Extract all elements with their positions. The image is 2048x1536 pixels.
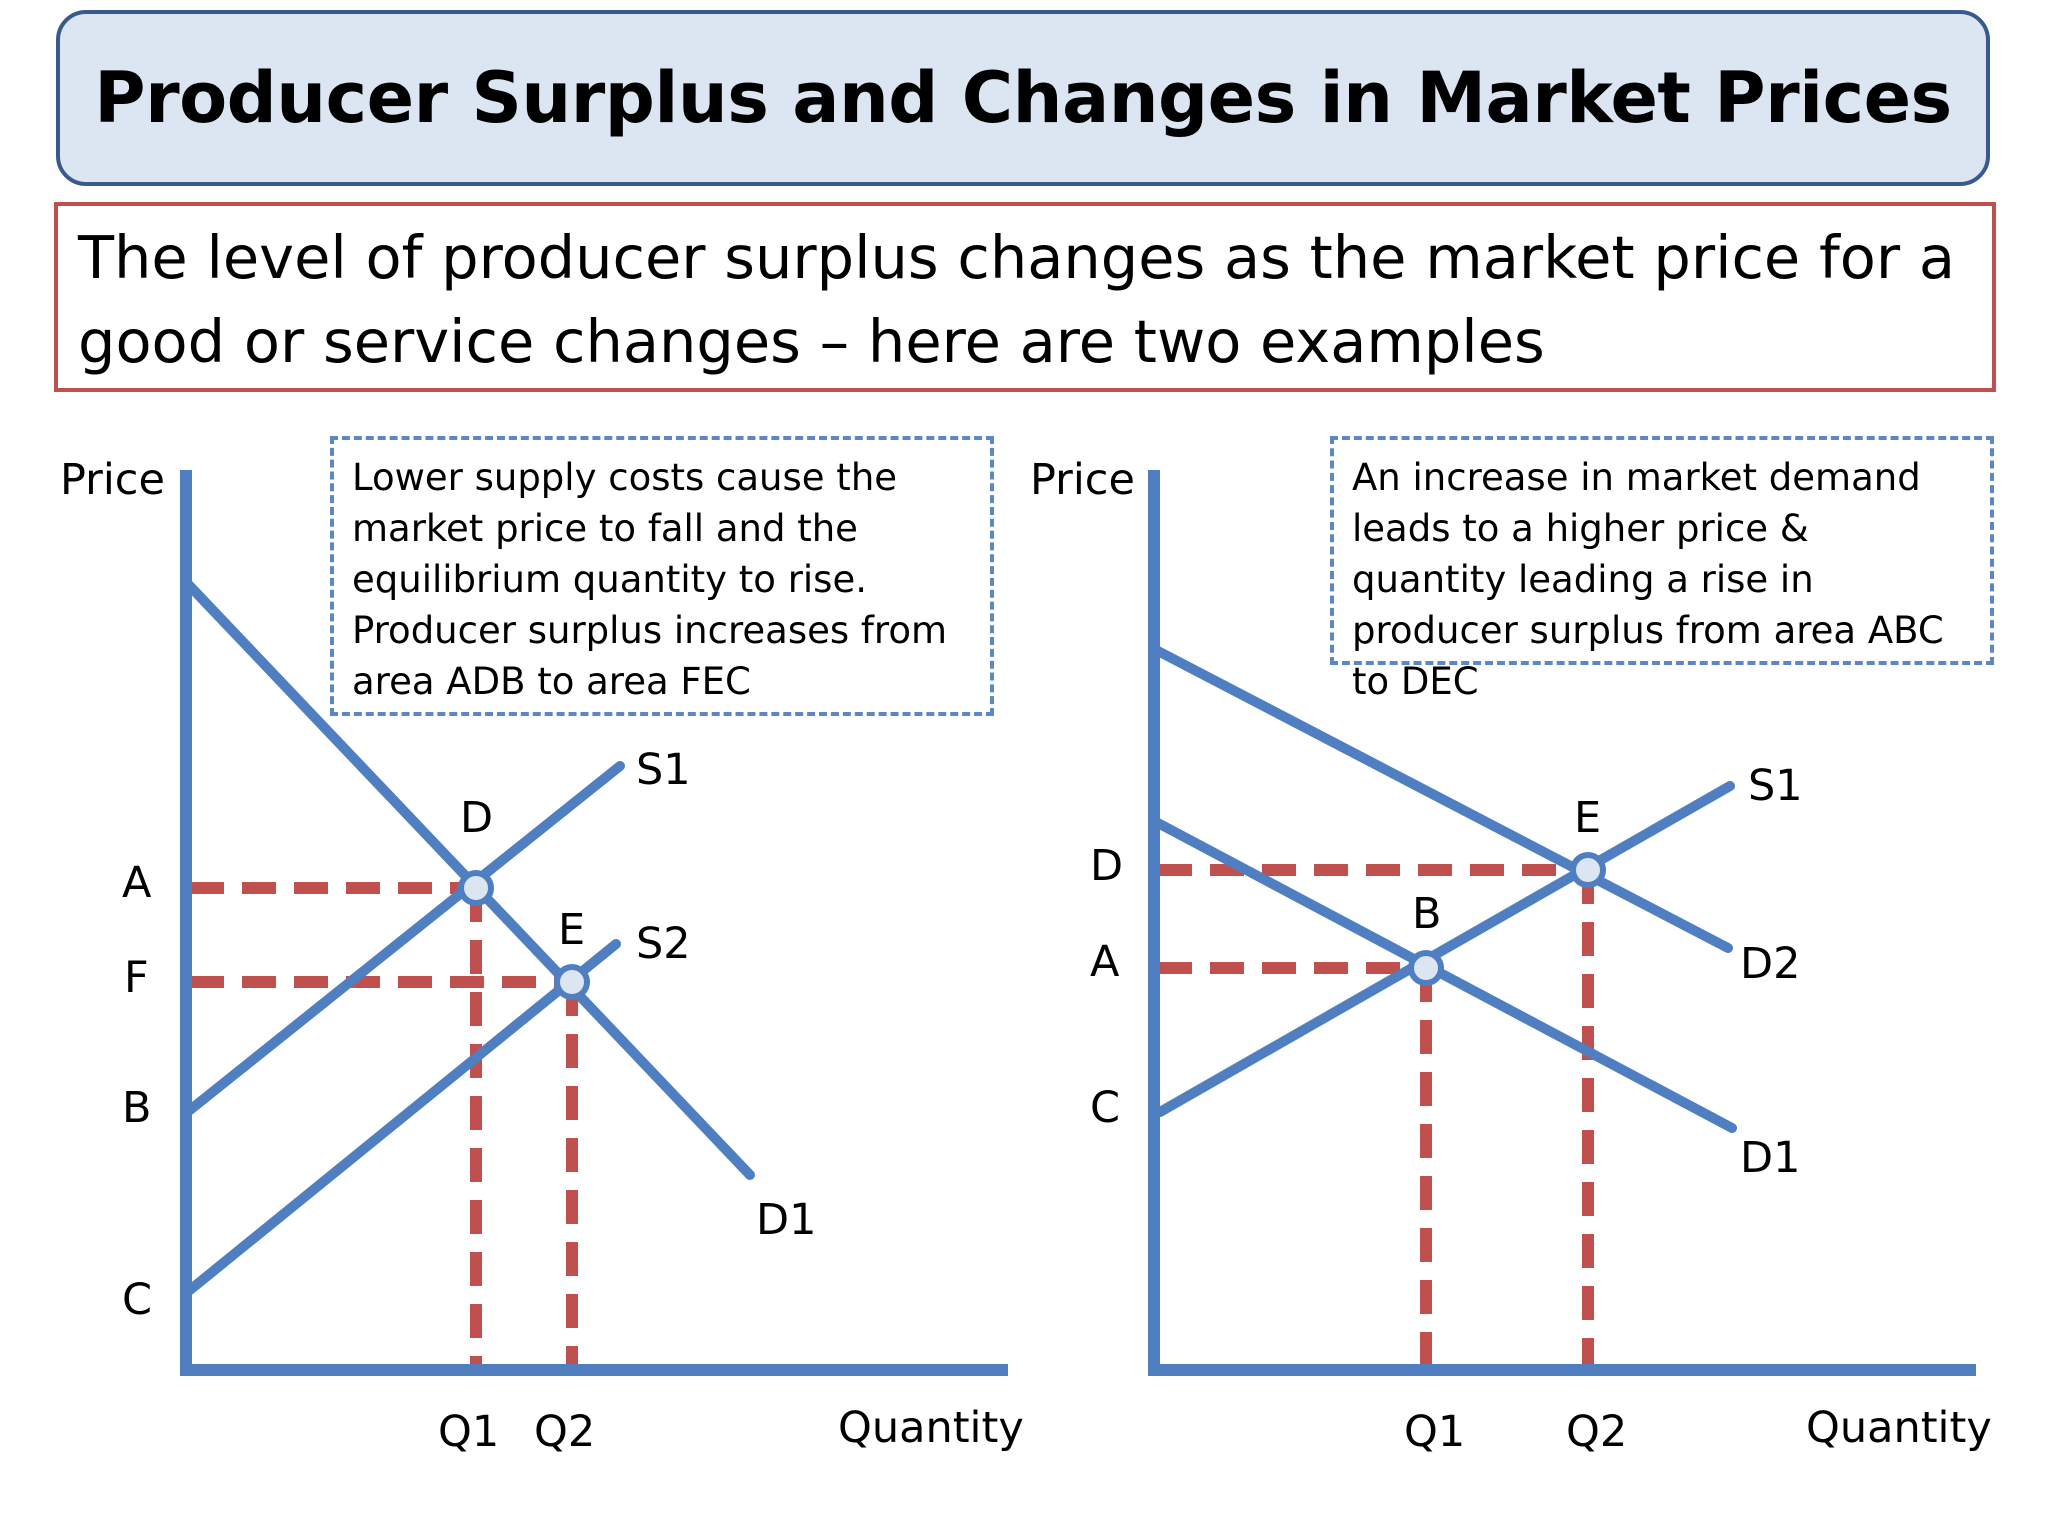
subtitle-text: The level of producer surplus changes as… (78, 223, 1955, 376)
left-point-label-e: E (558, 905, 585, 955)
right-price-label-a: A (1090, 937, 1120, 987)
right-explanation-note: An increase in market demand leads to a … (1330, 436, 1994, 703)
right-quantity-label-q1: Q1 (1404, 1407, 1465, 1457)
left-price-label-c: C (122, 1275, 152, 1325)
right-equilibrium-b-marker (1408, 950, 1444, 986)
left-curve-label-s1: S1 (636, 745, 691, 795)
left-point-label-d: D (460, 793, 493, 843)
left-price-label-f: F (124, 953, 149, 1003)
left-quantity-label-q1: Q1 (438, 1407, 499, 1457)
right-price-label-c: C (1090, 1083, 1120, 1133)
left-curve-label-d1: D1 (756, 1195, 816, 1245)
right-y-axis-label: Price (1030, 455, 1135, 505)
left-price-label-b: B (122, 1083, 152, 1133)
right-curve-label-d2: D2 (1740, 939, 1800, 989)
right-point-label-e: E (1574, 793, 1601, 843)
title-banner: Producer Surplus and Changes in Market P… (56, 10, 1990, 186)
left-x-axis-label: Quantity (838, 1403, 1024, 1453)
right-demand-curve-d1 (1151, 817, 1737, 1133)
right-supply-curve-s1 (1155, 781, 1735, 1117)
left-curve-label-s2: S2 (636, 919, 691, 969)
right-demand-curve-d2 (1151, 645, 1733, 953)
left-price-label-a: A (122, 858, 152, 908)
right-x-axis-label: Quantity (1806, 1403, 1992, 1453)
page-title: Producer Surplus and Changes in Market P… (94, 57, 1952, 139)
left-diagram: Price Quantity A F B C Q1 Q2 S1 S2 D1 D … (60, 455, 1024, 1457)
left-supply-curve-s2 (185, 939, 621, 1295)
right-diagram: Price Quantity D A C Q1 Q2 S1 D2 D1 B E (1030, 455, 1992, 1457)
right-equilibrium-e-marker (1570, 852, 1606, 888)
right-curve-label-d1: D1 (1740, 1133, 1800, 1183)
left-y-axis-label: Price (60, 455, 165, 505)
left-explanation-note: Lower supply costs cause the market pric… (330, 436, 994, 716)
left-supply-curve-s1 (185, 761, 625, 1115)
left-equilibrium-d-marker (458, 870, 494, 906)
right-point-label-b: B (1412, 889, 1442, 939)
right-quantity-label-q2: Q2 (1566, 1407, 1627, 1457)
right-price-label-d: D (1090, 841, 1123, 891)
left-quantity-label-q2: Q2 (534, 1407, 595, 1457)
right-curve-label-s1: S1 (1748, 761, 1803, 811)
left-equilibrium-e-marker (554, 964, 590, 1000)
subtitle-box: The level of producer surplus changes as… (54, 202, 1996, 392)
